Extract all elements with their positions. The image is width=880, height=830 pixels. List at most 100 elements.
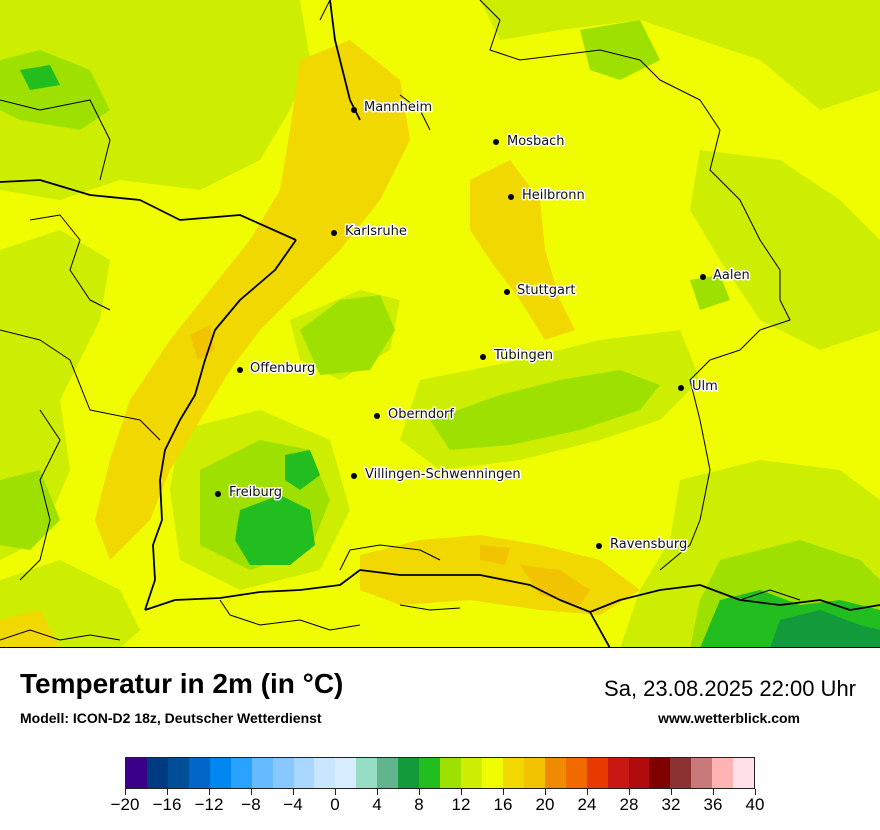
- legend-tick: [713, 789, 714, 795]
- city-offenburg[interactable]: Offenburg: [237, 360, 317, 378]
- legend-tick-label: 12: [451, 795, 471, 814]
- color-scale: [125, 757, 755, 789]
- city-label: Mannheim: [364, 100, 432, 115]
- legend-swatch: [356, 758, 378, 788]
- legend-tick: [503, 789, 504, 795]
- legend-swatch: [146, 758, 168, 788]
- legend-swatch: [502, 758, 524, 788]
- legend-tick-label: 36: [703, 795, 723, 814]
- legend-tick: [377, 789, 378, 795]
- legend-swatch: [440, 758, 461, 788]
- city-label: Stuttgart: [517, 283, 575, 298]
- legend-swatch: [377, 758, 399, 788]
- legend-tick-label: 16: [493, 795, 513, 814]
- city-label: Freiburg: [229, 485, 282, 500]
- city-karlsruhe[interactable]: Karlsruhe: [331, 223, 408, 241]
- city-mosbach[interactable]: Mosbach: [493, 133, 566, 151]
- city-label: Mosbach: [507, 134, 565, 149]
- legend-swatch: [209, 758, 231, 788]
- temperature-map: Mannheim Mosbach Heilbronn Karlsruhe Aal…: [0, 0, 880, 648]
- legend-swatch: [314, 758, 336, 788]
- legend-swatch: [607, 758, 629, 788]
- city-mannheim[interactable]: Mannheim: [351, 99, 434, 117]
- city-label: Karlsruhe: [345, 224, 407, 239]
- legend-tick-label: 40: [745, 795, 765, 814]
- map-svg: Mannheim Mosbach Heilbronn Karlsruhe Aal…: [0, 0, 880, 648]
- legend-swatch: [565, 758, 587, 788]
- city-markers: Mannheim Mosbach Heilbronn Karlsruhe Aal…: [215, 99, 751, 554]
- legend-swatch: [335, 758, 357, 788]
- legend-swatch: [251, 758, 273, 788]
- coldest-zones: [770, 610, 880, 648]
- legend-swatch: [481, 758, 503, 788]
- legend-tick-label: 24: [577, 795, 597, 814]
- city-label: Tübingen: [493, 348, 553, 363]
- legend-swatch: [230, 758, 252, 788]
- legend-tick-label: 0: [330, 795, 340, 814]
- legend-tick-label: 4: [372, 795, 382, 814]
- city-label: Aalen: [713, 268, 750, 283]
- legend-swatch: [544, 758, 566, 788]
- city-label: Oberndorf: [388, 407, 454, 422]
- legend-tick: [293, 789, 294, 795]
- legend-swatch: [126, 758, 147, 788]
- legend-swatch: [188, 758, 210, 788]
- legend-swatch: [398, 758, 420, 788]
- footer: Temperatur in 2m (in °C) Modell: ICON-D2…: [0, 648, 880, 830]
- legend-tick: [461, 789, 462, 795]
- legend-swatch: [293, 758, 315, 788]
- legend-tick-label: 28: [619, 795, 639, 814]
- city-ravensburg[interactable]: Ravensburg: [596, 536, 689, 554]
- city-freiburg[interactable]: Freiburg: [215, 484, 284, 502]
- legend-tick: [671, 789, 672, 795]
- legend-tick: [167, 789, 168, 795]
- city-label: Offenburg: [250, 361, 315, 376]
- legend-swatch: [461, 758, 482, 788]
- city-label: Heilbronn: [522, 188, 585, 203]
- city-label: Ulm: [692, 379, 718, 394]
- legend-tick: [125, 789, 126, 795]
- legend-swatch: [167, 758, 189, 788]
- legend-swatch: [586, 758, 608, 788]
- legend-swatch: [649, 758, 671, 788]
- city-oberndorf[interactable]: Oberndorf: [374, 406, 456, 424]
- legend-swatch: [523, 758, 545, 788]
- state-borders: [0, 0, 880, 648]
- city-aalen[interactable]: Aalen: [700, 267, 751, 285]
- legend-tick: [419, 789, 420, 795]
- legend-tick-label: 20: [535, 795, 555, 814]
- map-title: Temperatur in 2m (in °C): [20, 668, 344, 699]
- region-borders: [0, 0, 801, 641]
- color-scale-ticks: −20 −16 −12 −8 −4 0 4 8 12 16 20 24 28 32 36 40: [111, 789, 764, 819]
- legend-tick-label: −8: [241, 795, 261, 814]
- city-tuebingen[interactable]: Tübingen: [480, 347, 555, 365]
- forecast-datetime: Sa, 23.08.2025 22:00 Uhr: [604, 676, 856, 701]
- legend-swatch: [628, 758, 650, 788]
- legend-swatch: [691, 758, 713, 788]
- legend-swatch: [712, 758, 734, 788]
- city-label: Ravensburg: [610, 537, 687, 552]
- city-ulm[interactable]: Ulm: [678, 378, 719, 396]
- legend-tick-label: 32: [661, 795, 681, 814]
- legend-tick: [545, 789, 546, 795]
- legend-swatch: [272, 758, 294, 788]
- legend-swatch: [733, 758, 755, 788]
- city-villingen-schwenningen[interactable]: Villingen-Schwenningen: [351, 466, 522, 484]
- city-stuttgart[interactable]: Stuttgart: [504, 282, 577, 300]
- legend-tick-label: −16: [152, 795, 182, 814]
- legend-swatch: [419, 758, 441, 788]
- legend-tick-label: −4: [283, 795, 303, 814]
- city-heilbronn[interactable]: Heilbronn: [508, 187, 586, 205]
- legend-tick: [251, 789, 252, 795]
- legend-tick: [209, 789, 210, 795]
- legend-tick: [629, 789, 630, 795]
- city-label: Villingen-Schwenningen: [365, 467, 521, 482]
- legend-tick: [587, 789, 588, 795]
- legend-tick: [755, 789, 756, 795]
- website-link[interactable]: www.wetterblick.com: [658, 710, 800, 726]
- legend-swatch: [670, 758, 692, 788]
- legend-tick-label: −20: [110, 795, 140, 814]
- legend-tick-label: −12: [194, 795, 224, 814]
- legend-tick: [335, 789, 336, 795]
- legend-tick-label: 8: [414, 795, 424, 814]
